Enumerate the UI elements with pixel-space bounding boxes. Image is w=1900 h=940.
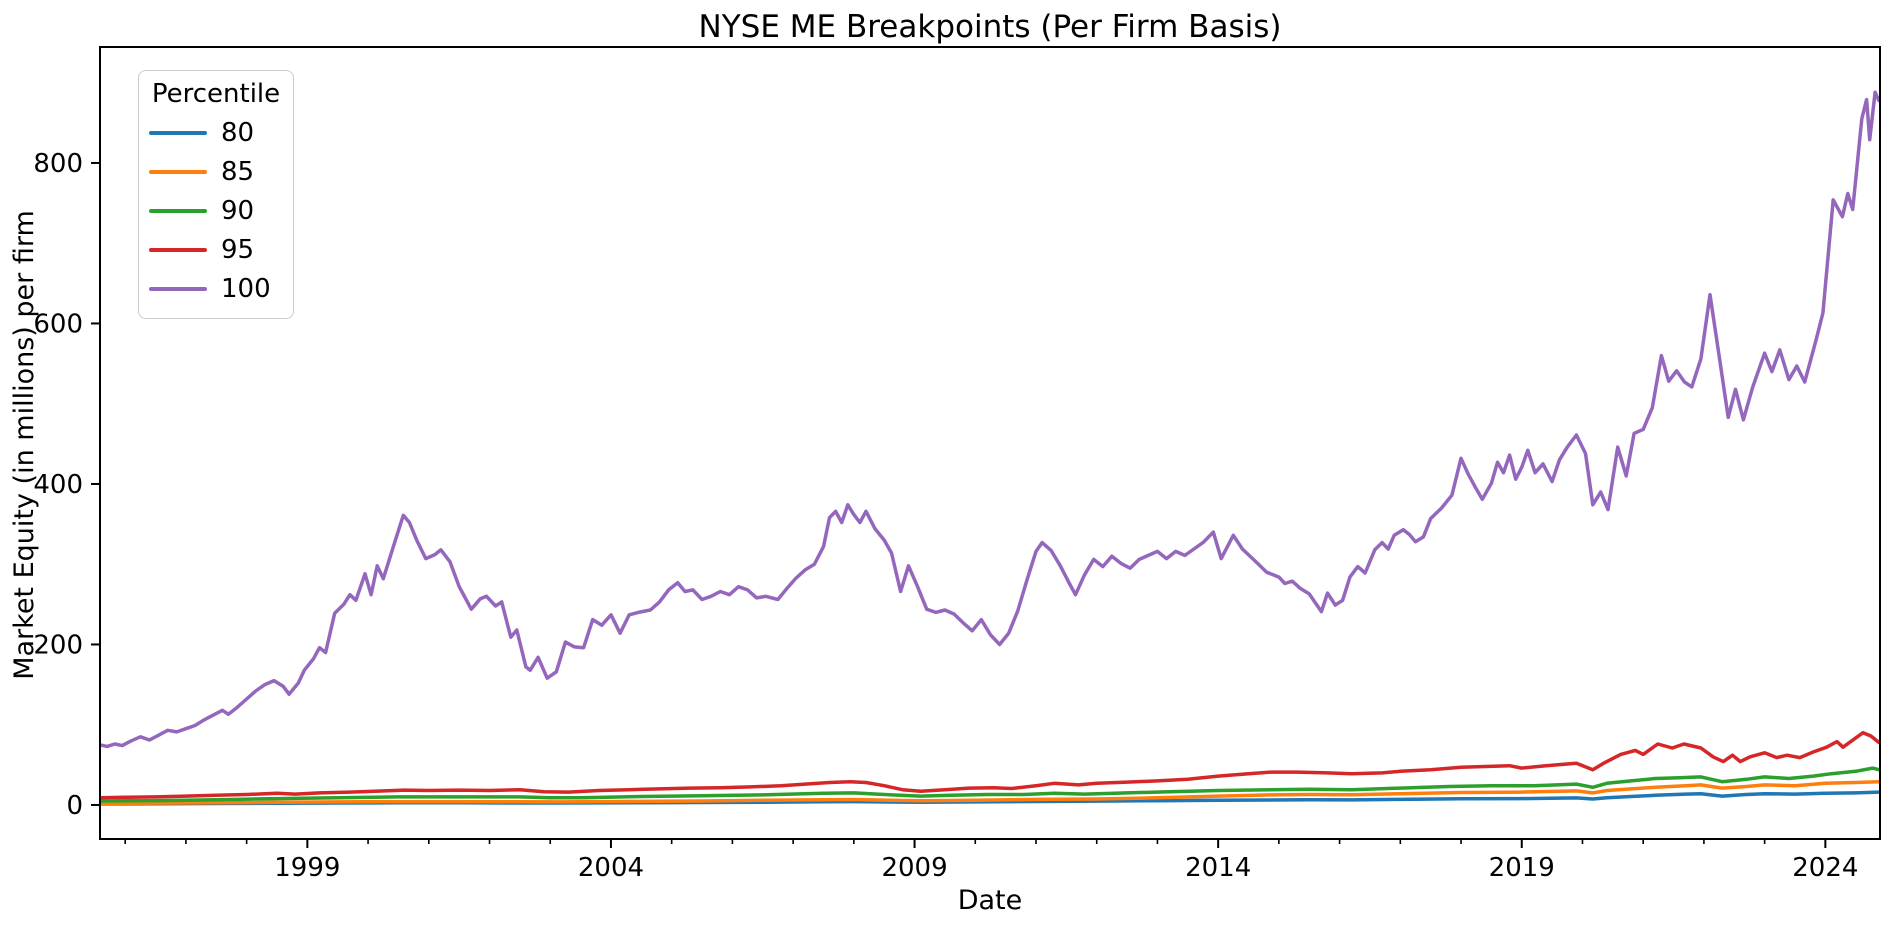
legend-label: 80 [221,117,255,148]
x-tick-label: 2004 [578,853,644,883]
legend-label: 90 [221,195,255,226]
legend-entry-85: 85 [149,152,283,191]
legend: Percentile 80 85 90 95 100 [138,70,294,319]
x-tick-label: 2019 [1489,853,1555,883]
legend-entry-100: 100 [149,269,283,308]
chart-title: NYSE ME Breakpoints (Per Firm Basis) [698,9,1282,45]
legend-label: 85 [221,156,255,187]
legend-entry-95: 95 [149,230,283,269]
series-line-90 [100,766,1880,803]
y-tick-label: 400 [33,470,83,500]
x-tick-label: 2024 [1792,853,1858,883]
y-tick-label: 800 [33,149,83,179]
x-axis-label: Date [957,885,1023,916]
legend-entry-90: 90 [149,191,283,230]
series-line-95 [100,730,1880,800]
series-line-100 [100,90,1880,749]
x-tick-label: 2009 [881,853,947,883]
legend-label: 100 [221,273,271,304]
series-line-85 [100,779,1880,806]
legend-label: 95 [221,234,255,265]
y-tick-label: 200 [33,630,83,660]
x-tick-label: 1999 [274,853,340,883]
legend-swatch-100 [149,286,207,291]
legend-swatch-90 [149,208,207,213]
legend-title: Percentile [151,79,281,109]
legend-swatch-85 [149,169,207,174]
axes-frame [99,46,1881,840]
legend-swatch-95 [149,247,207,252]
x-tick-label: 2014 [1185,853,1251,883]
y-tick-label: 0 [66,791,83,821]
legend-swatch-80 [149,130,207,135]
y-tick-label: 600 [33,309,83,339]
legend-entry-80: 80 [149,113,283,152]
